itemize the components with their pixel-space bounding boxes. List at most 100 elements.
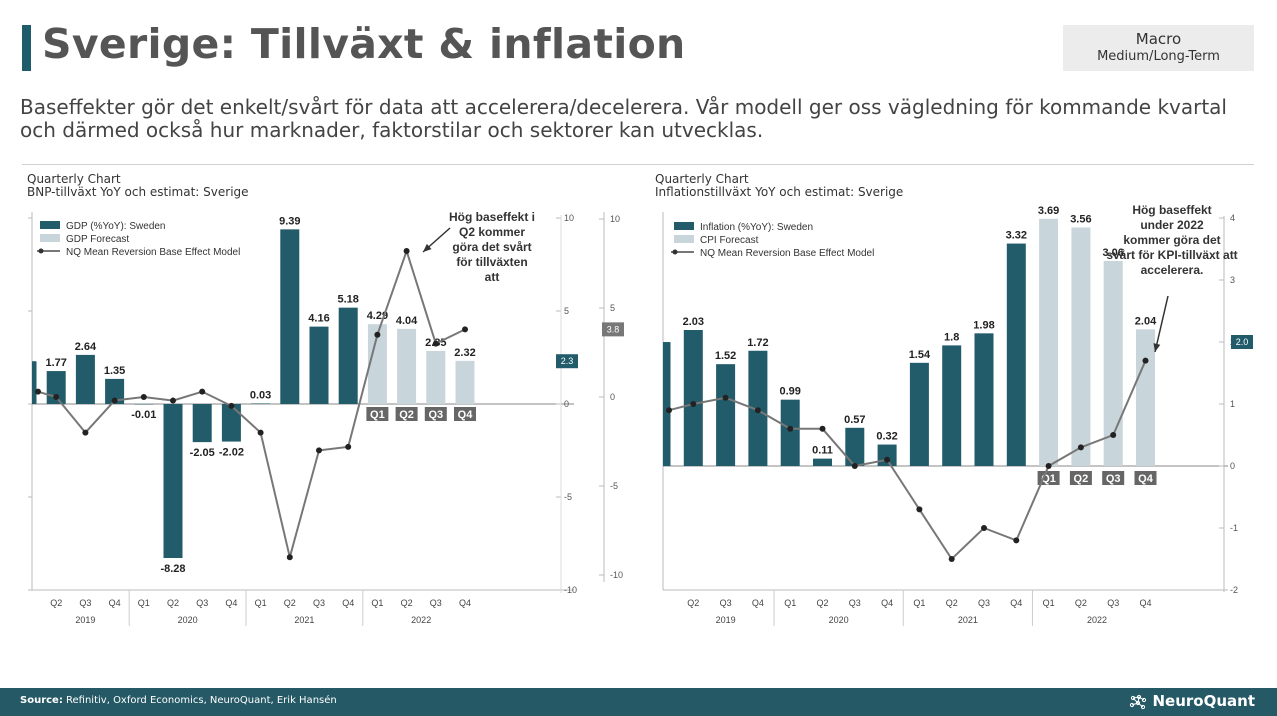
right-tick-label: -1 [1230,523,1238,533]
bar-forecast [1071,227,1091,466]
model-point [916,506,923,513]
bar-actual [909,362,929,466]
value-tag-box [556,354,578,369]
model-point [722,394,729,401]
x-tick-label: Q3 [720,598,732,608]
right-tick-label: 3 [1230,275,1235,285]
annotation-line: Q2 kommer [459,225,525,239]
model-point [666,407,672,414]
bar-value-label: 2.03 [683,316,704,328]
inflation-chart: Inflation (%YoY): Sweden CPI Forecast NQ M… [662,203,1253,626]
model-point [1110,432,1117,438]
x-tick-label: Q4 [225,598,237,608]
legend-label-actual: GDP (%YoY): Sweden [66,221,166,232]
footer-bar: Source: Refinitiv, Oxford Economics, Neu… [0,688,1277,716]
bar-value-label: 1.72 [747,337,768,349]
bar-value-label: 3.69 [1038,205,1059,217]
right-tick-label: -5 [610,481,618,491]
model-point [35,388,41,395]
model-point [111,397,118,404]
bar-value-label: 1.8 [944,331,959,343]
bar-value-label: 2.04 [1135,315,1157,327]
source-label: Source: [20,695,63,706]
model-point [754,407,761,414]
bar-value-label: -2.02 [219,447,244,459]
x-tick-label: Q4 [881,598,893,608]
bar-value-label: 1.35 [104,365,125,377]
legend-label-model: NQ Mean Reversion Base Effect Model [700,248,874,259]
x-tick-label: Q4 [459,598,471,608]
value-tag-label: 2.3 [561,356,574,366]
value-tag-box [1231,335,1253,349]
annotation-line: accelerera. [1141,263,1204,277]
right-tick-label: 5 [610,303,615,313]
forecast-tag-box [1069,471,1092,485]
annotation-arrow [1154,295,1169,353]
x-tick-label: Q1 [138,598,150,608]
x-tick-label: Q4 [109,598,121,608]
badge-horizon: Medium/Long-Term [1097,49,1220,64]
title-accent-bar [22,25,31,71]
model-point [345,443,352,450]
page-title: Sverige: Tillväxt & inflation [42,20,686,68]
neuroquant-logo-icon [1129,694,1147,710]
bar-value-label: 9.39 [279,215,300,227]
forecast-tag-label: Q4 [1138,473,1154,485]
legend-marker-model [38,248,44,254]
bar-actual [105,378,125,404]
model-line [37,247,466,558]
gdp-chart-panel: GDP (%YoY): Sweden GDP Forecast NQ Mean Re… [22,172,627,632]
right-tick-label: -2 [1230,585,1238,595]
annotation-line: göra det svårt [452,240,531,254]
inflation-chart-title: Quarterly Chart [655,172,749,186]
bar-actual [280,229,300,404]
bar-actual [1006,243,1026,466]
legend-swatch-actual [674,222,694,230]
legend-label-actual: Inflation (%YoY): Sweden [700,222,813,233]
value-tag-label: 3.8 [607,324,620,334]
left-tick-label: 0 [564,399,569,409]
model-point [462,326,468,333]
x-tick-label: Q3 [313,598,325,608]
model-line [668,360,1147,561]
model-point [819,425,826,432]
x-tick-label: Q1 [371,598,383,608]
left-tick-label: -10 [564,585,577,595]
x-tick-label: Q2 [401,598,413,608]
bar-actual [221,404,241,442]
model-point [53,394,60,400]
bar-value-label: 1.52 [715,350,736,362]
left-tick-label: 10 [564,213,574,223]
x-tick-label: Q1 [255,598,267,608]
bar-forecast [1136,329,1155,466]
x-year-label: 2019 [716,615,736,625]
left-tick-label: 5 [564,306,569,316]
annotation-arrowhead [1153,343,1161,352]
right-tick-label: 0 [610,392,615,402]
model-point [981,525,987,531]
x-tick-label: Q3 [849,598,861,608]
forecast-tag-box [1037,471,1060,485]
brand-name: NeuroQuant [1152,692,1255,710]
annotation-line: Hög baseffekt i [449,210,535,224]
model-point [316,447,322,454]
bar-value-label: 0.03 [250,389,271,401]
bar-actual [75,354,95,404]
annotation-line: under 2022 [1140,218,1204,232]
forecast-tag-label: Q4 [458,409,474,421]
x-year-label: 2021 [958,615,978,625]
bar-value-label: 1.54 [909,349,931,361]
legend-label-forecast: GDP Forecast [66,234,129,245]
x-year-label: 2021 [294,615,314,625]
model-point [170,397,176,404]
bar-actual [32,361,37,404]
legend-label-forecast: CPI Forecast [700,235,759,246]
forecast-tag-box [454,407,476,421]
legend-swatch-actual [40,221,60,229]
bar-value-label: 3.32 [1006,230,1027,242]
bar-actual [251,403,271,404]
x-tick-label: Q2 [284,598,296,608]
model-point [140,394,147,400]
bar-actual [338,307,358,404]
model-point [228,402,235,409]
